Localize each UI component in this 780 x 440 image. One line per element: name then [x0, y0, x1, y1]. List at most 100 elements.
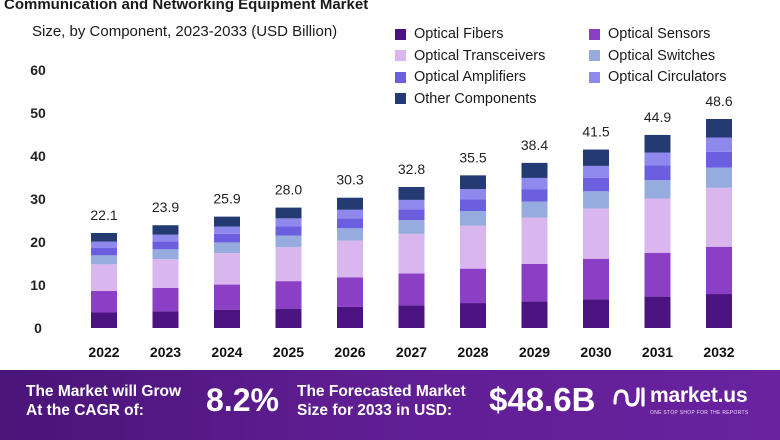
legend-swatch [395, 71, 406, 83]
bar-segment [521, 189, 548, 202]
bar-segment [460, 189, 486, 200]
x-tick-label: 2027 [396, 344, 427, 360]
bar-total-label: 23.9 [152, 199, 179, 215]
bar-segment [460, 225, 486, 269]
bar-total-label: 28.0 [275, 182, 302, 198]
bar-segment [706, 167, 732, 188]
chart-title: Communication and Networking Equipment M… [4, 0, 369, 13]
bar-segment [644, 180, 671, 199]
bar-segment [275, 247, 302, 282]
legend-item: Optical Fibers [395, 25, 589, 44]
bar-segment [214, 253, 240, 285]
x-tick-label: 2029 [519, 344, 550, 360]
y-tick-label: 50 [30, 105, 46, 121]
bar-total-label: 35.5 [459, 149, 486, 165]
legend-label: Other Components [414, 90, 537, 107]
bar-total-label: 38.4 [521, 137, 548, 153]
legend-item: Optical Sensors [589, 25, 775, 44]
bar-segment [644, 134, 671, 153]
bar-segment [152, 234, 179, 242]
x-tick-label: 2026 [334, 344, 365, 360]
bar-total-label: 32.8 [398, 161, 425, 177]
bar-segment [521, 263, 548, 302]
bar-segment [706, 294, 732, 328]
bar-segment [521, 177, 548, 190]
bar-segment [398, 305, 425, 328]
x-tick-label: 2028 [457, 344, 488, 360]
cagr-caption-line2: At the CAGR of: [26, 402, 144, 419]
brand-name: market.us [650, 384, 748, 407]
bar-segment [398, 199, 425, 210]
legend-swatch [395, 28, 406, 40]
bar-segment [706, 187, 732, 247]
x-tick-label: 2030 [580, 344, 611, 360]
summary-banner: The Market will Grow At the CAGR of: 8.2… [0, 370, 780, 440]
bar-segment [460, 268, 486, 304]
cagr-caption: The Market will Grow At the CAGR of: [26, 382, 181, 420]
y-tick-label: 20 [30, 234, 46, 250]
legend-label: Optical Transceivers [414, 47, 546, 64]
bar-segment [337, 277, 363, 307]
bar-segment [337, 197, 363, 210]
x-tick-label: 2024 [211, 344, 242, 360]
forecast-value: $48.6B [489, 381, 596, 418]
y-tick-label: 30 [30, 191, 46, 207]
bar-segment [583, 177, 609, 192]
legend-label: Optical Sensors [608, 26, 711, 43]
bar-segment [706, 137, 732, 152]
legend-item: Optical Transceivers [395, 47, 589, 66]
y-tick-label: 40 [30, 148, 46, 164]
legend-swatch [395, 93, 406, 105]
legend-item: Optical Amplifiers [395, 68, 589, 87]
bar-total-label: 22.1 [90, 207, 117, 223]
bar-segment [152, 225, 179, 235]
bar-segment [398, 220, 425, 234]
stacked-bar-chart: 010203040506022.1202223.9202325.9202428.… [30, 62, 735, 360]
bar-segment [644, 198, 671, 253]
bar-segment [644, 252, 671, 297]
legend-label: Optical Circulators [608, 69, 727, 86]
legend-item: Optical Circulators [589, 68, 775, 87]
bar-segment [275, 235, 302, 248]
bar-segment [214, 242, 240, 254]
legend-swatch [589, 28, 600, 40]
bar-segment [583, 208, 609, 259]
bar-segment [521, 217, 548, 264]
legend-item: Optical Switches [589, 47, 775, 66]
bar-segment [337, 209, 363, 219]
bar-segment [152, 311, 179, 328]
legend-label: Optical Switches [608, 47, 716, 64]
legend-item: Other Components [395, 90, 589, 109]
bar-segment [706, 119, 732, 138]
market-us-logo-icon [613, 387, 645, 407]
bar-segment [460, 175, 486, 190]
bar-segment [214, 284, 240, 310]
bar-segment [275, 207, 302, 219]
bar-segment [275, 226, 302, 236]
bar-segment [398, 233, 425, 274]
bar-segment [214, 226, 240, 234]
bar-segment [644, 296, 671, 328]
bar-segment [583, 299, 609, 328]
bar-segment [91, 255, 117, 265]
y-tick-label: 0 [34, 320, 42, 336]
brand[interactable]: market.us [612, 383, 748, 409]
bar-segment [91, 312, 117, 328]
bar-segment [398, 209, 425, 221]
bar-segment [91, 241, 117, 249]
legend-swatch [589, 50, 600, 62]
bar-segment [460, 211, 486, 226]
bar-segment [91, 291, 117, 313]
bar-segment [337, 228, 363, 241]
bar-total-label: 30.3 [336, 172, 363, 188]
bar-segment [152, 259, 179, 289]
bar-segment [706, 246, 732, 295]
bar-segment [583, 149, 609, 166]
bar-segment [214, 233, 240, 243]
bar-segment [337, 240, 363, 278]
forecast-caption-line1: The Forecasted Market [297, 383, 466, 400]
bar-segment [152, 249, 179, 260]
bar-segment [214, 309, 240, 328]
bar-segment [152, 241, 179, 250]
x-tick-label: 2022 [88, 344, 119, 360]
